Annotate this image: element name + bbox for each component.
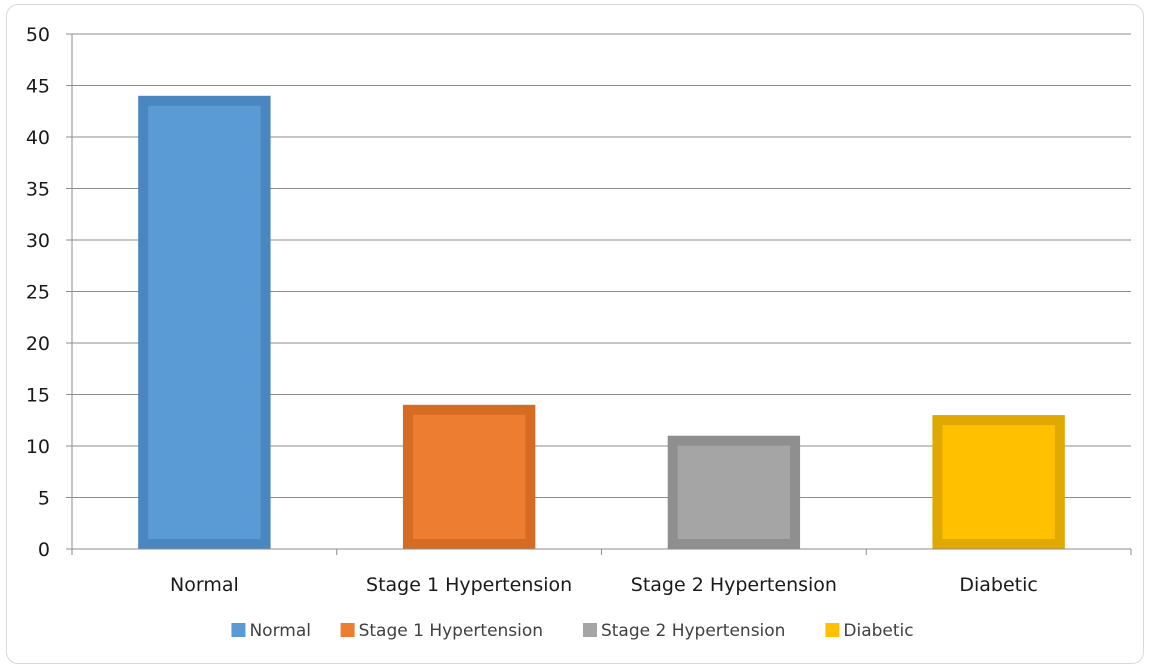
y-tick-label: 35 bbox=[26, 179, 50, 201]
y-tick-label: 5 bbox=[38, 488, 50, 510]
bar-stage-2-hypertension bbox=[667, 435, 801, 550]
legend: Normal Stage 1 Hypertension Stage 2 Hypert… bbox=[231, 621, 914, 641]
axes bbox=[71, 34, 1132, 555]
legend-label: Stage 2 Hypertension bbox=[601, 621, 786, 641]
x-tick-label: Stage 2 Hypertension bbox=[631, 574, 837, 596]
legend-swatch bbox=[340, 623, 355, 637]
y-tick-label: 0 bbox=[38, 539, 50, 561]
legend-swatch bbox=[825, 623, 840, 637]
legend-swatch bbox=[582, 623, 597, 637]
x-tick-label: Stage 1 Hypertension bbox=[366, 574, 572, 596]
bar-diabetic bbox=[932, 415, 1065, 550]
y-tick-label: 25 bbox=[26, 282, 50, 304]
y-tick-label: 30 bbox=[26, 230, 50, 252]
x-axis-ticks: Normal Stage 1 Hypertension Stage 2 Hypert… bbox=[170, 574, 1038, 596]
bars bbox=[138, 95, 1065, 550]
bar-stage-1-hypertension bbox=[402, 404, 536, 549]
legend-label: Stage 1 Hypertension bbox=[359, 621, 543, 641]
legend-swatch bbox=[231, 623, 246, 637]
x-tick-label: Normal bbox=[170, 574, 239, 596]
y-tick-label: 40 bbox=[26, 127, 50, 149]
y-tick-label: 45 bbox=[26, 76, 50, 98]
y-tick-label: 50 bbox=[26, 24, 50, 46]
y-axis-ticks: 0 5 10 15 20 25 30 35 40 45 50 bbox=[26, 24, 50, 561]
bar-normal bbox=[138, 95, 271, 550]
legend-label: Diabetic bbox=[843, 621, 913, 641]
y-tick-label: 10 bbox=[26, 436, 50, 458]
y-tick-label: 20 bbox=[26, 333, 50, 355]
x-tick-label: Diabetic bbox=[959, 574, 1037, 596]
legend-label: Normal bbox=[249, 621, 311, 641]
y-tick-label: 15 bbox=[26, 385, 50, 407]
